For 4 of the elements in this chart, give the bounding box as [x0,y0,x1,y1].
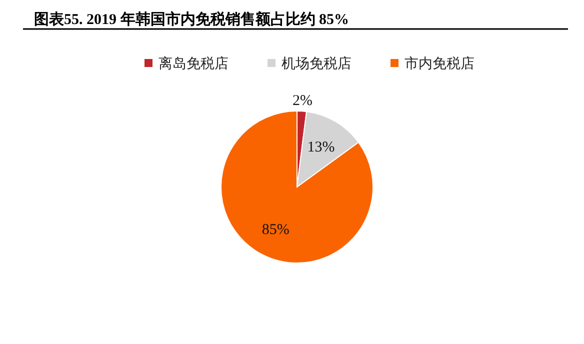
legend-label: 市内免税店 [404,56,474,72]
title: 图表55. 2019 年韩国市内免税销售额占比约 85% [34,12,349,28]
legend-label: 离岛免税店 [158,56,228,72]
legend-label: 机场免税店 [282,56,352,72]
